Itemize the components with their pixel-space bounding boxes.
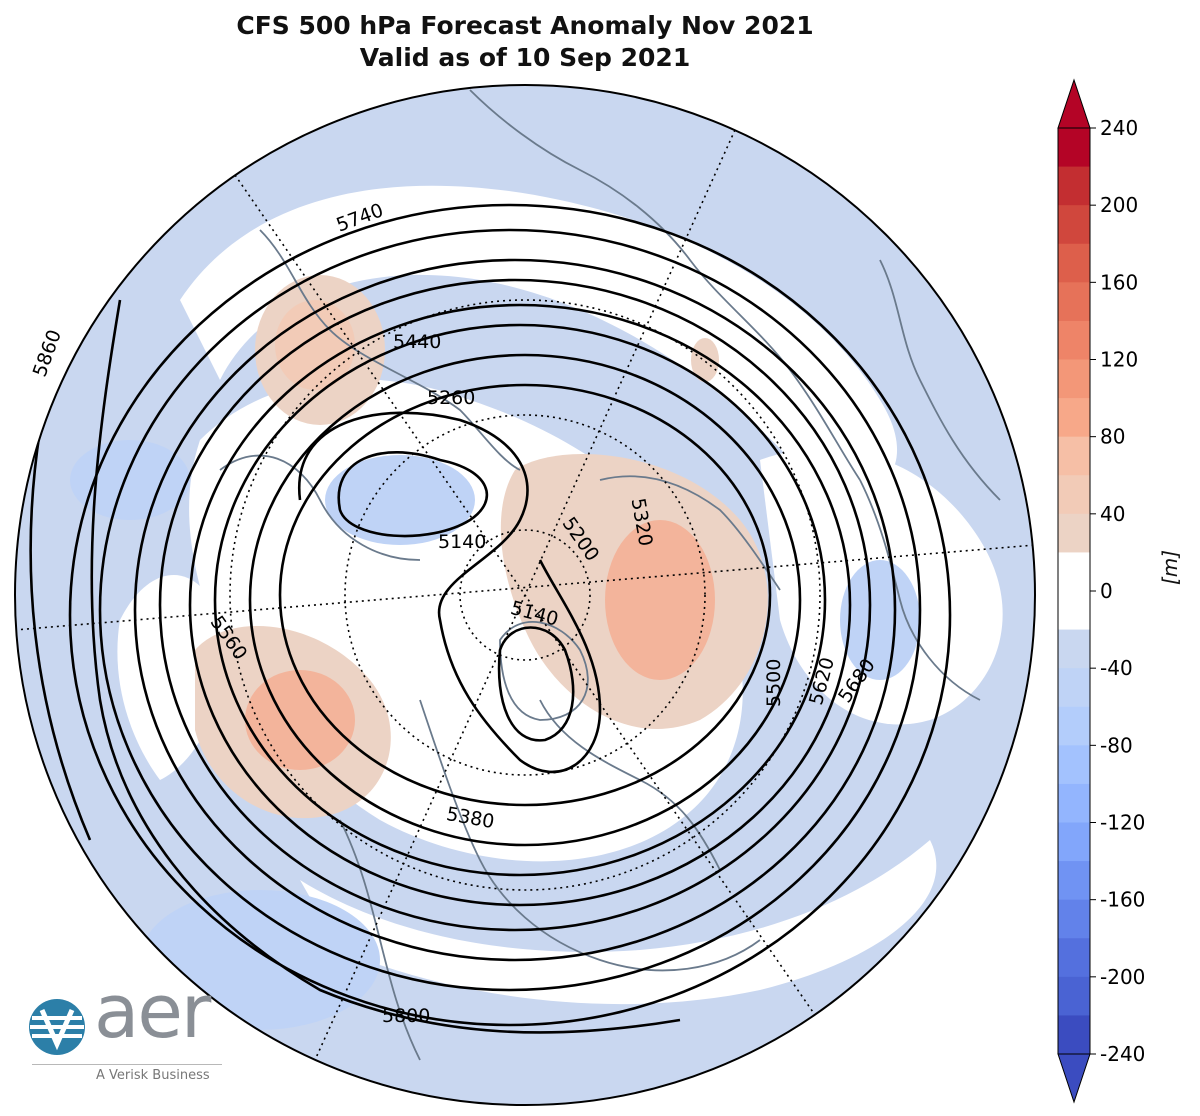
colorbar-max-arrow (1057, 78, 1091, 129)
colorbar-band (1058, 629, 1090, 669)
aer-logo: aer A Verisk Business (24, 972, 224, 1100)
colorbar-tick-label: -160 (1100, 888, 1145, 912)
zero-zone-south (300, 840, 937, 1005)
colorbar-band (1058, 205, 1090, 245)
colorbar-tick-label: -240 (1100, 1042, 1145, 1066)
contour-label: 5500 (763, 659, 785, 707)
colorbar-band (1058, 899, 1090, 939)
colorbar-band (1058, 243, 1090, 283)
colorbar-tick-label: 80 (1100, 425, 1125, 449)
graticule (15, 129, 1035, 1061)
colorbar-tick-label: 40 (1100, 502, 1125, 526)
contour-label: 5440 (393, 331, 441, 353)
colorbar-tick-label: 200 (1100, 193, 1138, 217)
neg-anomaly-1 (325, 455, 475, 545)
colorbar-band (1058, 436, 1090, 476)
colorbar-band (1058, 128, 1090, 168)
neg-anomaly-4 (840, 560, 920, 680)
contour-label: 5260 (427, 387, 475, 409)
map-boundary (14, 84, 1036, 1106)
colorbar-band (1058, 475, 1090, 515)
colorbar-band (1058, 706, 1090, 746)
colorbar-tick-label: -120 (1100, 811, 1145, 835)
contour-label: 5140 (438, 531, 486, 553)
contour-label: 5800 (382, 1005, 430, 1027)
colorbar-band (1058, 938, 1090, 978)
colorbar-band (1058, 822, 1090, 862)
colorbar-band (1058, 282, 1090, 322)
colorbar-tick-label: 120 (1100, 348, 1138, 372)
colorbar-tick-label: 240 (1100, 116, 1138, 140)
pos-anomaly-north-core (275, 300, 355, 390)
title-line-2: Valid as of 10 Sep 2021 (359, 43, 691, 72)
colorbar-band (1058, 783, 1090, 823)
colorbar-tick-label: -80 (1100, 733, 1133, 757)
colorbar-band (1058, 861, 1090, 901)
colorbar-band (1058, 513, 1090, 553)
coastlines (219, 89, 1001, 1061)
chart-title: CFS 500 hPa Forecast Anomaly Nov 2021 Va… (0, 10, 1050, 74)
colorbar-band (1058, 745, 1090, 785)
zero-zone-north (180, 185, 898, 493)
colorbar-tick-label: 160 (1100, 270, 1138, 294)
colorbar-unit: [m] (1158, 549, 1182, 585)
colorbar-band (1058, 166, 1090, 206)
contour-label: 5860 (29, 327, 66, 380)
colorbar-band (1058, 359, 1090, 399)
pos-anomaly-east-core (605, 520, 715, 680)
colorbar-tick-label: -40 (1100, 656, 1133, 680)
logo-word: aer (94, 969, 211, 1055)
colorbar-band (1058, 320, 1090, 360)
logo-divider (32, 1064, 222, 1065)
height-contours (29, 203, 952, 1034)
colorbar-min-arrow (1057, 1053, 1091, 1104)
logo-globe-icon (29, 999, 85, 1055)
colorbar: 240 200 160 120 80 40 0 -40 -80 -120 -160 -200 -240 (1057, 78, 1145, 1104)
colorbar-band (1058, 398, 1090, 438)
pos-anomaly-small (691, 338, 719, 382)
colorbar-tick-label: 0 (1100, 579, 1113, 603)
colorbar-tick-label: -200 (1100, 965, 1145, 989)
logo-tagline: A Verisk Business (96, 1068, 210, 1083)
pos-anomaly-west-core (245, 670, 355, 770)
colorbar-band (1058, 668, 1090, 708)
colorbar-band (1058, 1015, 1090, 1055)
colorbar-band (1058, 976, 1090, 1016)
title-line-1: CFS 500 hPa Forecast Anomaly Nov 2021 (236, 11, 814, 40)
anomaly-field (15, 85, 1035, 1105)
neg-anomaly-2 (70, 440, 190, 520)
colorbar-band (1058, 552, 1090, 630)
